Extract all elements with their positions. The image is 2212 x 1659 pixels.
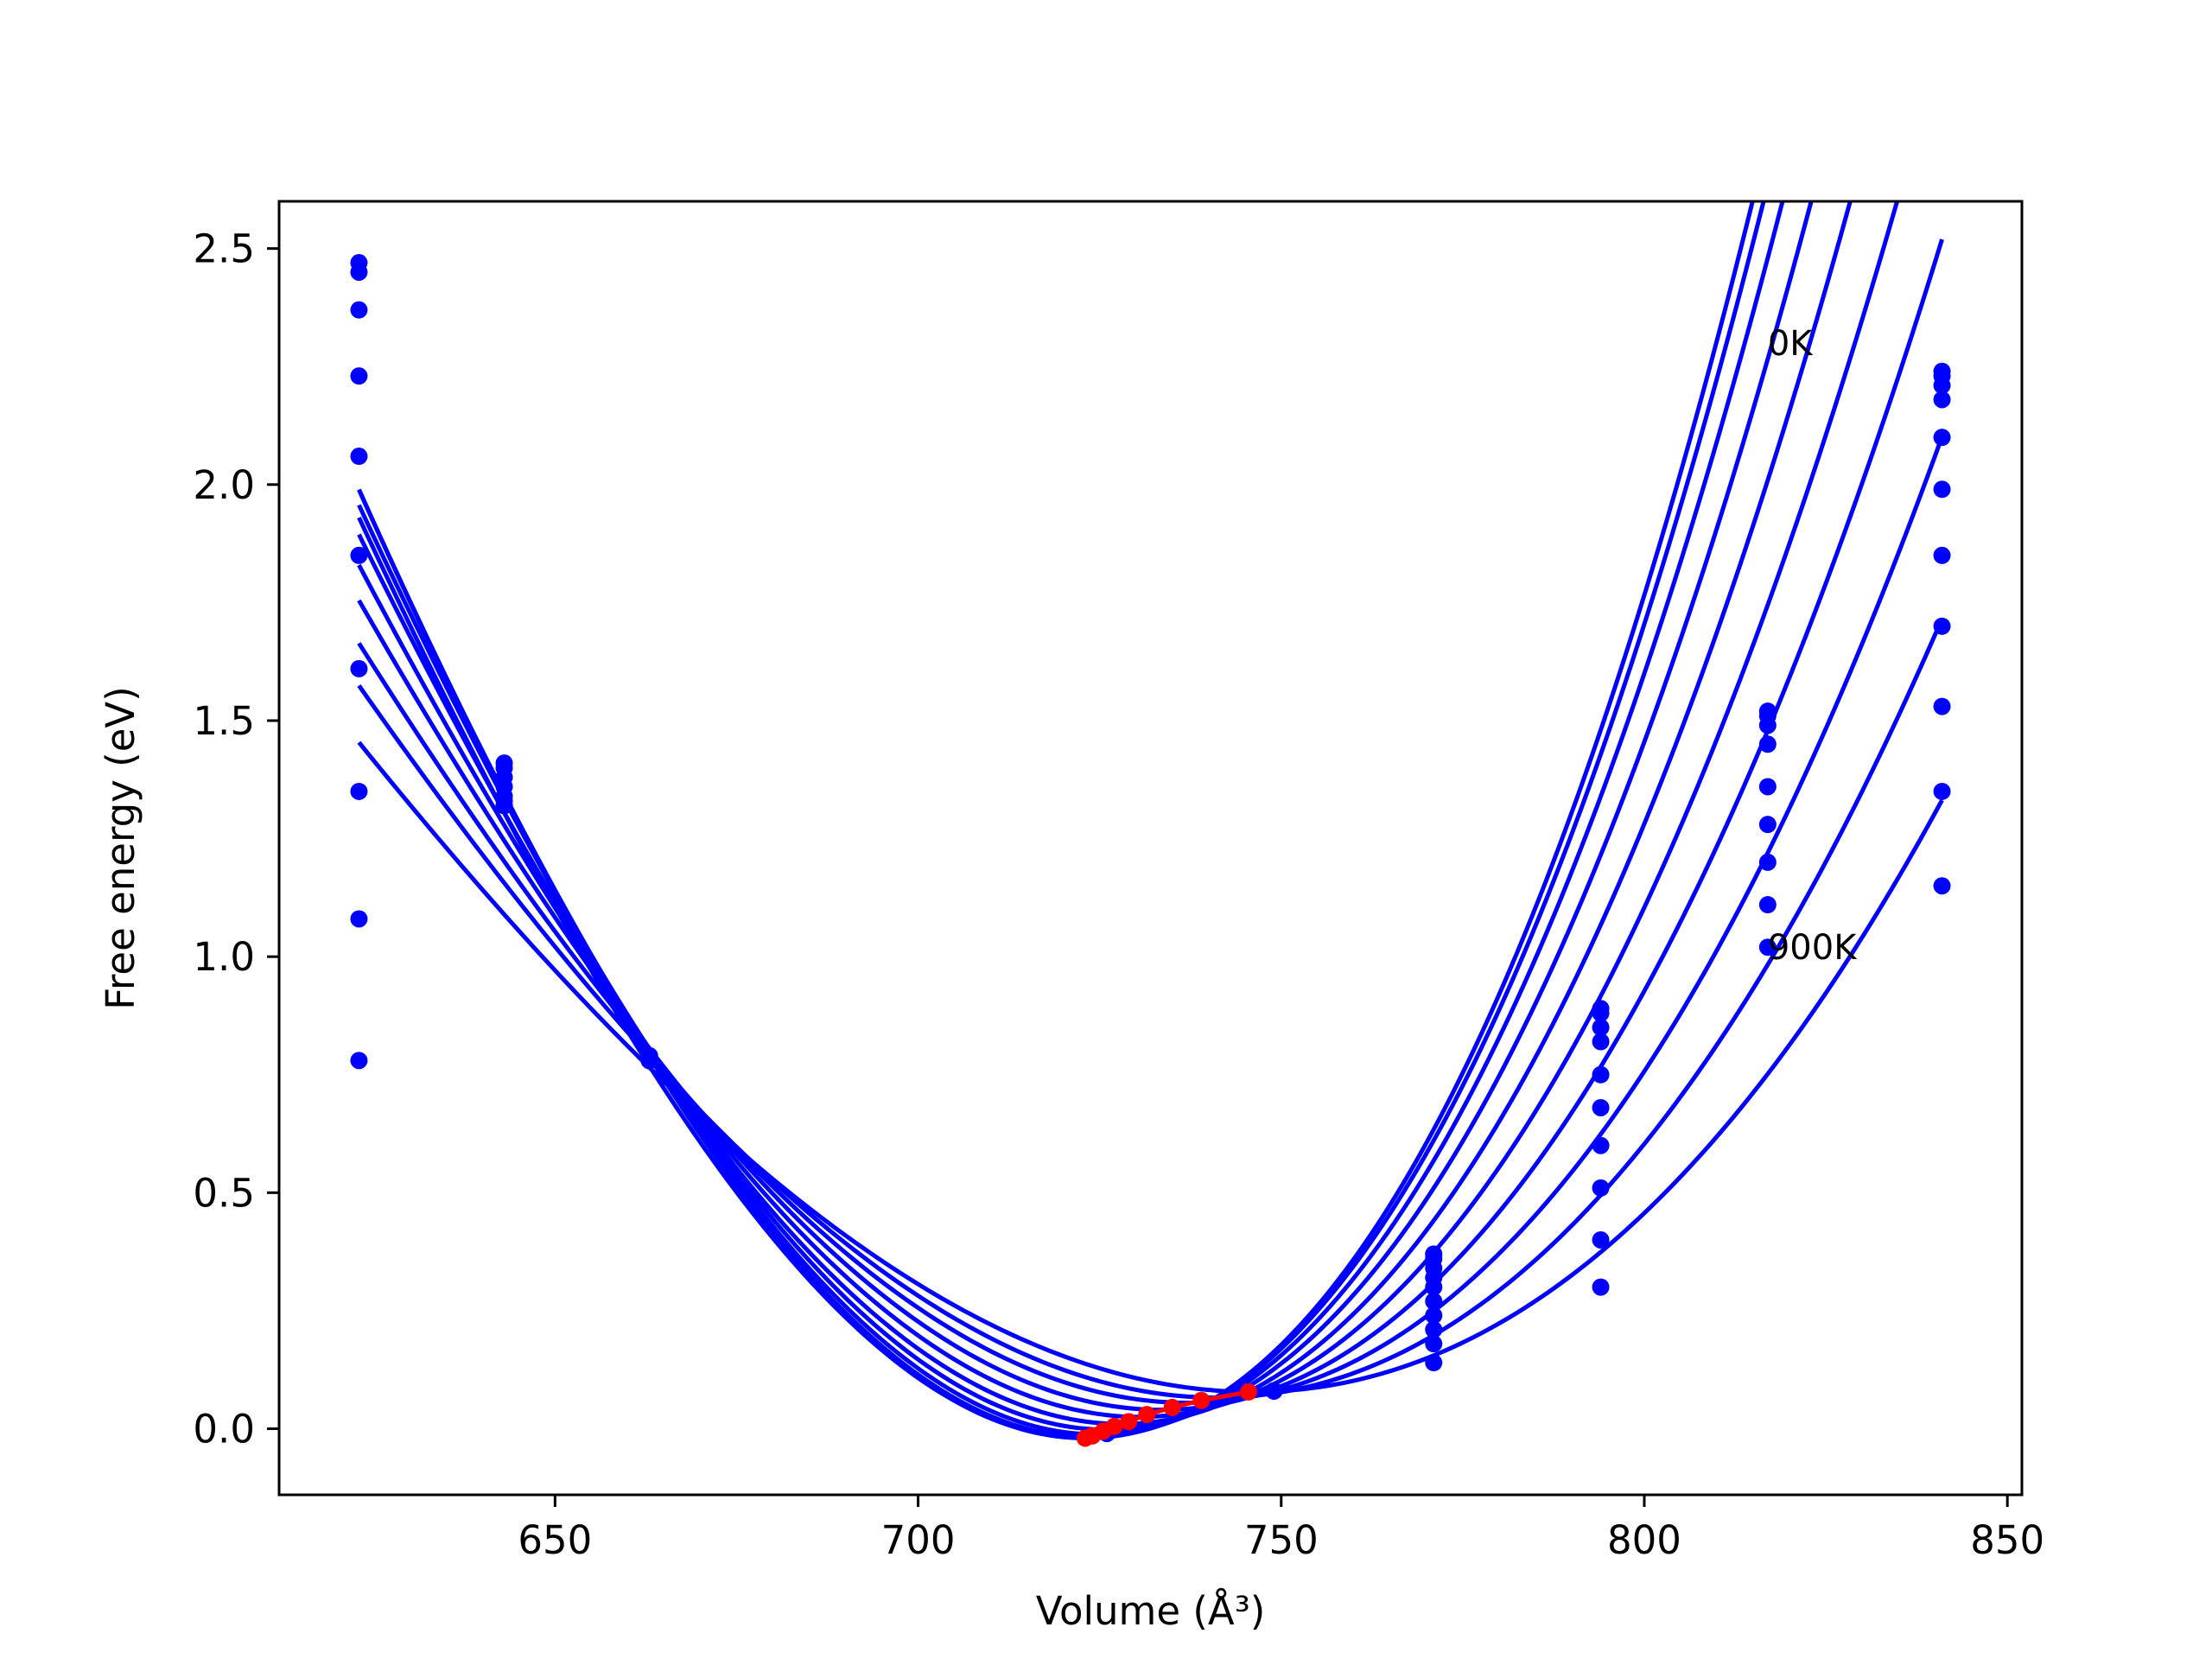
data-point-900K-0 [350,1052,368,1070]
y-tick-label-2.5: 2.5 [193,226,255,272]
y-tick-label-1.5: 1.5 [193,698,255,744]
data-point-900K-2 [1265,1382,1283,1400]
annotation-900K: 900K [1768,928,1858,968]
x-tick-label-850: 850 [1970,1517,2044,1563]
annotation-0K: 0K [1768,324,1814,364]
data-point-600K-4 [1425,1306,1443,1325]
minimum-point-8 [1239,1382,1257,1401]
plot-area [350,201,1951,1447]
fit-curve-900K [357,741,1944,1395]
minimum-point-4 [1120,1413,1138,1431]
data-point-700K-5 [1592,1179,1610,1197]
data-point-200K-5 [1592,1019,1610,1037]
x-tick-label-650: 650 [518,1517,592,1563]
x-tick-label-750: 750 [1244,1517,1319,1563]
data-point-500K-5 [1592,1098,1610,1116]
y-axis-label: Free energy (eV) [98,686,143,1009]
data-point-500K-7 [1933,480,1951,499]
data-point-400K-7 [1933,429,1951,447]
y-tick-label-0.0: 0.0 [193,1407,255,1452]
data-point-800K-4 [1592,1230,1610,1249]
data-point-800K-5 [1758,938,1777,957]
data-point-600K-0 [350,659,368,677]
data-point-700K-7 [1933,617,1951,635]
data-point-900K-3 [1425,1354,1443,1372]
x-axis: 650 700 750 800 850 [518,1495,2044,1563]
data-point-200K-0 [350,301,368,319]
data-point-400K-0 [350,448,368,466]
data-point-600K-6 [1758,853,1777,871]
data-point-200K-7 [1933,377,1951,395]
x-axis-label: Volume (Å³) [1036,1588,1266,1634]
fit-curve-800K [357,617,1944,1400]
data-point-300K-7 [1933,391,1951,409]
data-point-200K-6 [1758,716,1777,734]
data-point-500K-6 [1758,816,1777,834]
data-point-700K-6 [1758,896,1777,914]
x-tick-label-700: 700 [881,1517,956,1563]
data-point-700K-4 [1425,1320,1443,1338]
data-point-800K-0 [350,910,368,928]
data-point-900K-5 [1933,782,1951,800]
data-point-100K-0 [350,263,368,281]
minimum-point-7 [1192,1391,1211,1409]
y-tick-label-2.0: 2.0 [193,462,255,508]
data-point-400K-6 [1758,778,1777,796]
data-point-600K-5 [1592,1136,1610,1154]
data-point-500K-0 [350,546,368,564]
data-point-900K-4 [1592,1278,1610,1296]
data-point-700K-1 [495,797,513,815]
data-point-900K-1 [640,1052,658,1070]
y-axis: 0.0 0.5 1.0 1.5 2.0 2.5 [193,226,279,1452]
y-tick-label-1.0: 1.0 [193,934,255,980]
data-point-600K-7 [1933,546,1951,564]
data-point-700K-0 [350,782,368,800]
axes-frame [277,200,2024,1497]
data-point-300K-6 [1758,735,1777,753]
data-point-300K-0 [350,367,368,385]
fit-curve-700K [357,435,1944,1405]
data-point-300K-5 [1592,1033,1610,1051]
annotations: 0K 900K [1768,324,1858,968]
data-point-800K-6 [1933,697,1951,715]
minimum-point-5 [1138,1406,1156,1424]
x-tick-label-800: 800 [1607,1517,1681,1563]
data-point-400K-5 [1592,1065,1610,1084]
data-point-400K-4 [1425,1278,1443,1296]
data-point-800K-3 [1425,1335,1443,1353]
minimum-point-6 [1163,1398,1181,1416]
data-point-900K-6 [1933,877,1951,895]
data-point-500K-4 [1425,1293,1443,1310]
y-tick-label-0.5: 0.5 [193,1170,255,1216]
minimum-point-3 [1105,1417,1123,1435]
data-point-100K-6 [1592,1004,1610,1022]
